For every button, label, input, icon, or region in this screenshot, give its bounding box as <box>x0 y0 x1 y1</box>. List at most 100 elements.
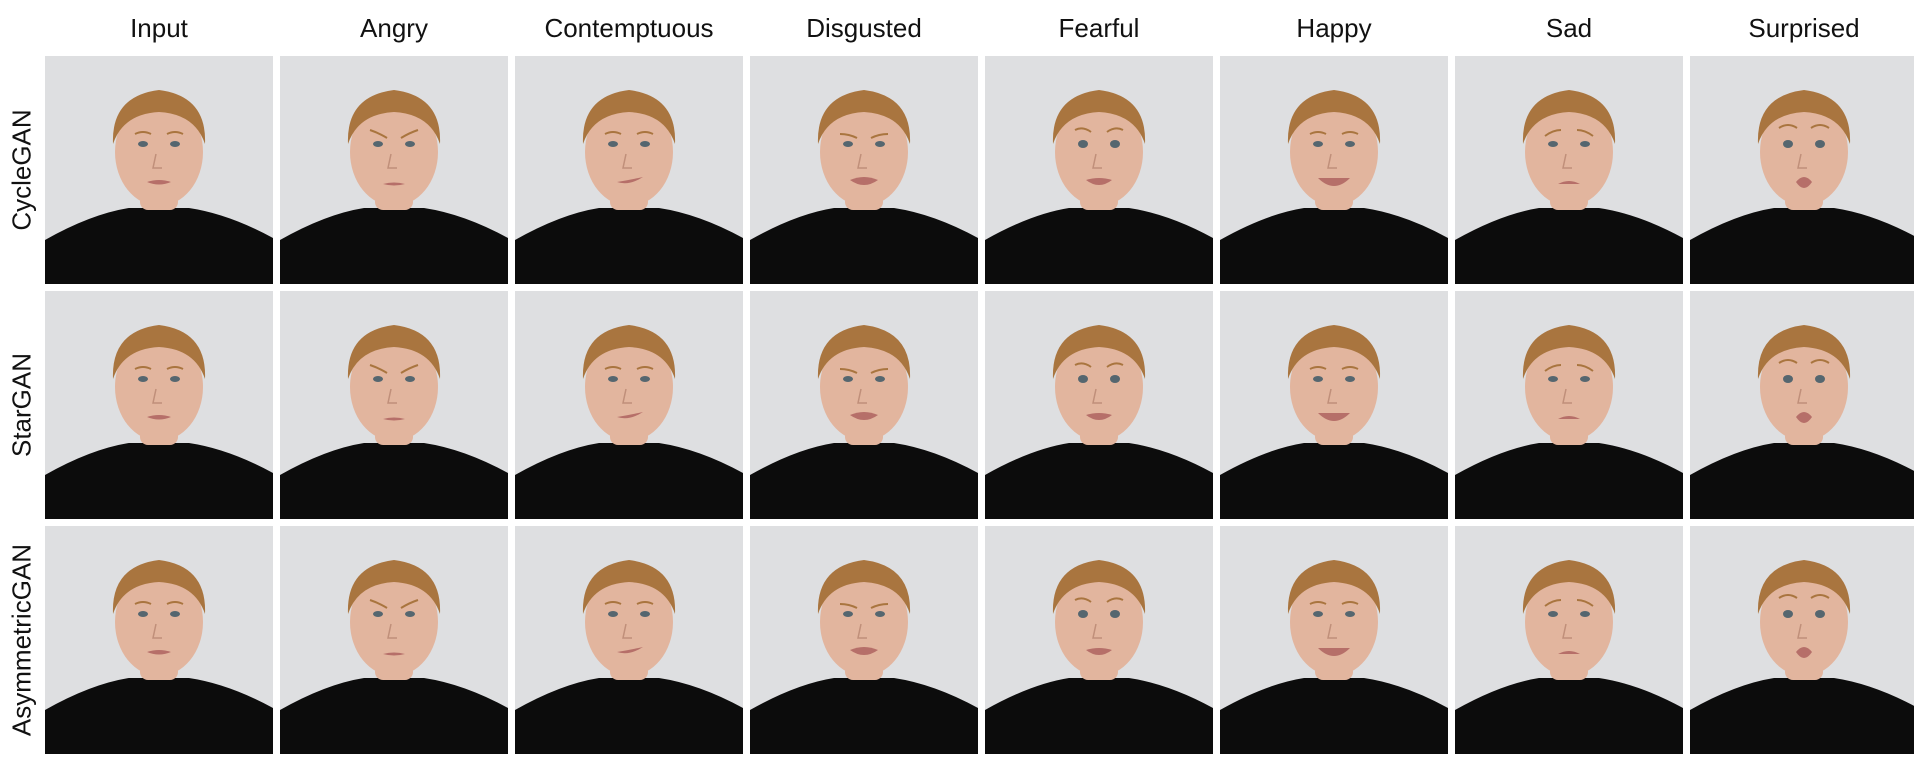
nose <box>1092 623 1102 639</box>
hair <box>582 90 676 144</box>
face-image <box>985 291 1213 519</box>
face-skin <box>115 333 203 441</box>
shirt <box>1220 443 1448 519</box>
face-skin <box>1525 333 1613 441</box>
nose <box>857 153 867 169</box>
face-skin <box>1760 98 1848 206</box>
right-eye <box>1345 141 1355 147</box>
mouth <box>850 647 878 655</box>
right-eye <box>1580 141 1590 147</box>
shirt <box>515 443 743 519</box>
left-eye <box>1313 611 1323 617</box>
right-eyebrow <box>870 368 889 374</box>
face-image <box>1690 56 1914 284</box>
mouth <box>1318 178 1350 186</box>
face-image <box>1690 526 1914 754</box>
face-image <box>1220 526 1448 754</box>
column-header-contemptuous: Contemptuous <box>544 13 714 43</box>
image-stargan-angry <box>280 291 508 519</box>
left-eyebrow <box>1544 364 1562 372</box>
face-image <box>515 526 743 754</box>
row-label-cyclegan: CycleGAN <box>6 109 37 231</box>
column-header-surprised: Surprised <box>1748 13 1860 43</box>
right-eye <box>170 376 180 382</box>
face-skin <box>1525 568 1613 676</box>
shirt <box>1220 678 1448 754</box>
column-header-angry: Angry <box>360 13 428 43</box>
left-eye <box>608 141 618 147</box>
face-skin <box>1525 98 1613 206</box>
face-skin <box>585 333 673 441</box>
left-eye <box>1783 375 1793 383</box>
image-asymmetricgan-surprised <box>1690 526 1914 754</box>
shirt <box>515 208 743 284</box>
hair <box>1287 560 1381 614</box>
shirt <box>1690 443 1914 519</box>
face-skin <box>1290 98 1378 206</box>
face-skin <box>1055 568 1143 676</box>
face-image <box>280 291 508 519</box>
right-eye <box>875 376 885 382</box>
face-image <box>1455 526 1683 754</box>
face-skin <box>115 568 203 676</box>
image-asymmetricgan-input <box>45 526 273 754</box>
left-eyebrow <box>1309 131 1327 135</box>
right-eyebrow <box>1341 131 1359 135</box>
left-eyebrow <box>369 364 388 374</box>
right-eyebrow <box>636 366 654 370</box>
hair <box>1757 325 1851 379</box>
mouth <box>383 182 405 186</box>
hair <box>1522 90 1616 144</box>
right-eye <box>405 376 415 382</box>
right-eyebrow <box>400 364 419 374</box>
shirt <box>45 208 273 284</box>
column-header-input: Input <box>130 13 188 43</box>
left-eyebrow <box>1778 124 1798 129</box>
left-eyebrow <box>604 366 622 370</box>
hair <box>1287 325 1381 379</box>
nose <box>1562 153 1572 169</box>
nose <box>1327 623 1337 639</box>
shirt <box>1455 678 1683 754</box>
mouth <box>617 412 643 419</box>
hair <box>582 560 676 614</box>
face-image <box>750 526 978 754</box>
image-stargan-fearful <box>985 291 1213 519</box>
left-eye <box>608 376 618 382</box>
column-header-sad: Sad <box>1545 13 1593 43</box>
mouth <box>1558 181 1580 184</box>
right-eyebrow <box>166 131 184 135</box>
mouth <box>617 177 643 184</box>
hair <box>1522 325 1616 379</box>
face-image <box>750 291 978 519</box>
image-cyclegan-fearful <box>985 56 1213 284</box>
right-eye <box>1815 375 1825 383</box>
image-cyclegan-sad <box>1455 56 1683 284</box>
nose <box>857 388 867 404</box>
face-image <box>750 56 978 284</box>
image-asymmetricgan-fearful <box>985 526 1213 754</box>
right-eye <box>640 141 650 147</box>
left-eyebrow <box>1544 129 1562 137</box>
hair <box>1522 560 1616 614</box>
nose <box>1797 388 1807 404</box>
column-header-fearful: Fearful <box>1058 13 1140 43</box>
image-stargan-surprised <box>1690 291 1914 519</box>
face-image <box>45 526 273 754</box>
right-eye <box>1345 611 1355 617</box>
right-eyebrow <box>1341 601 1359 605</box>
right-eyebrow <box>1810 124 1830 129</box>
mouth <box>850 412 878 420</box>
face-image <box>1455 291 1683 519</box>
right-eye <box>405 611 415 617</box>
left-eyebrow <box>604 601 622 605</box>
hair <box>112 560 206 614</box>
right-eyebrow <box>870 133 889 139</box>
mouth <box>1318 413 1350 421</box>
face-skin <box>1055 333 1143 441</box>
right-eyebrow <box>636 601 654 605</box>
nose <box>1327 388 1337 404</box>
face-skin <box>1290 568 1378 676</box>
mouth <box>383 417 405 421</box>
image-asymmetricgan-contemptuous <box>515 526 743 754</box>
